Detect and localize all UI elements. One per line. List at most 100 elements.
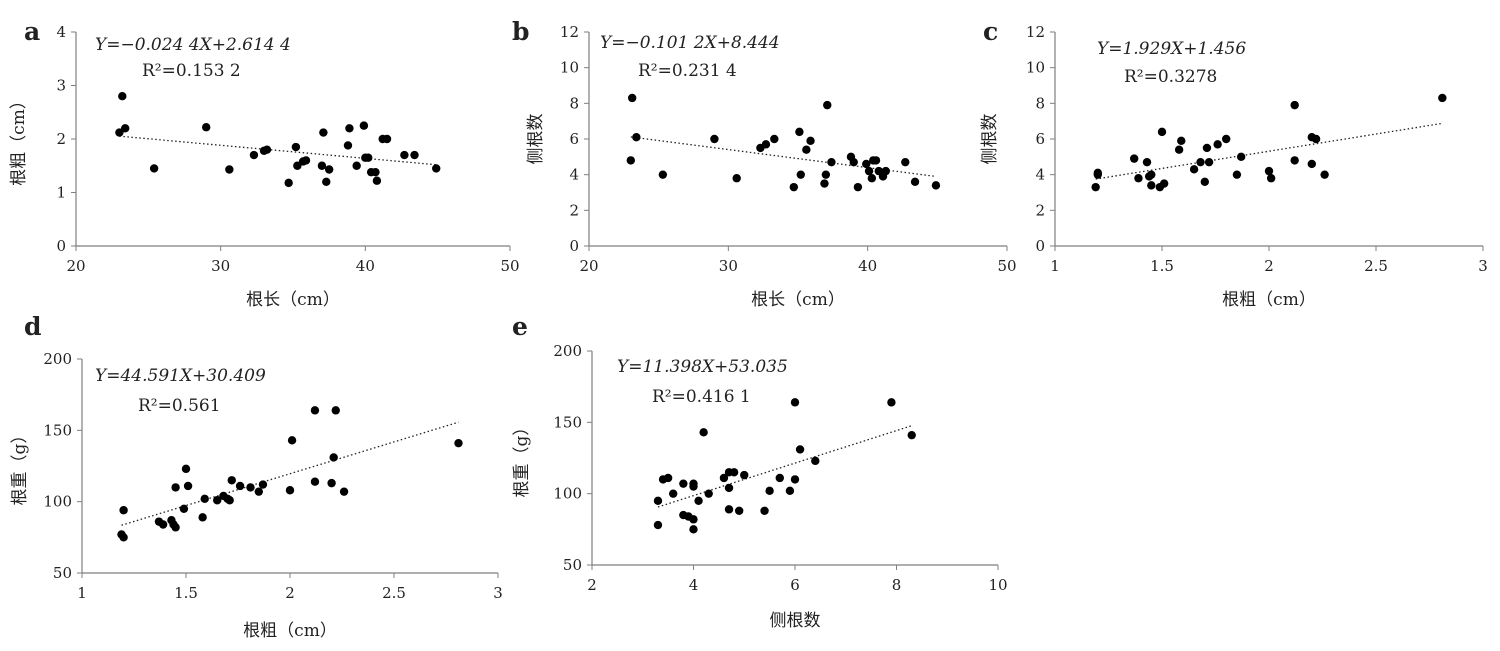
data-point bbox=[317, 161, 327, 170]
y-tick-label: 100 bbox=[553, 485, 582, 503]
data-point bbox=[1091, 182, 1100, 192]
data-point bbox=[1200, 177, 1210, 186]
x-axis-title: 根长（cm） bbox=[246, 290, 340, 310]
y-tick-label: 10 bbox=[560, 59, 579, 77]
r-squared: R²=0.561 bbox=[138, 396, 221, 416]
y-tick-label: 2 bbox=[1035, 201, 1045, 219]
data-point bbox=[1290, 156, 1299, 165]
trendline bbox=[657, 425, 912, 508]
data-point bbox=[853, 182, 863, 192]
y-tick-label: 0 bbox=[56, 237, 66, 255]
panel-c: 1 1.5 2 2.5 3 0 2 4 6 8 10 12 根粗（cm） 侧根数 c Y=1.929X+1.4… bbox=[980, 17, 1488, 310]
data-point bbox=[1232, 170, 1242, 179]
x-tick-label: 2.5 bbox=[382, 584, 406, 602]
data-point bbox=[790, 475, 800, 484]
y-axis-title: 根粗（cm） bbox=[9, 92, 29, 186]
data-point bbox=[249, 150, 259, 160]
data-point bbox=[119, 533, 128, 542]
y-tick-label: 4 bbox=[569, 166, 579, 184]
data-point bbox=[694, 496, 703, 505]
x-tick-label: 4 bbox=[689, 576, 699, 594]
r-squared: R²=0.416 1 bbox=[652, 387, 751, 407]
x-tick-label: 1.5 bbox=[1150, 257, 1174, 275]
y-tick-label: 0 bbox=[1035, 237, 1045, 255]
x-tick-label: 40 bbox=[858, 257, 877, 275]
y-tick-label: 4 bbox=[1035, 166, 1045, 184]
data-point bbox=[372, 176, 382, 185]
data-point bbox=[802, 145, 811, 154]
x-tick-label: 2 bbox=[285, 584, 295, 602]
data-point bbox=[262, 145, 272, 154]
panel-letter: a bbox=[24, 17, 40, 46]
data-point bbox=[862, 159, 871, 169]
x-axis-title: 侧根数 bbox=[770, 611, 821, 631]
data-point bbox=[371, 167, 380, 177]
y-tick-label: 6 bbox=[1035, 130, 1045, 148]
data-point bbox=[400, 150, 409, 160]
data-point bbox=[1264, 166, 1274, 176]
data-point bbox=[867, 174, 877, 183]
data-point bbox=[653, 496, 663, 505]
data-point bbox=[329, 453, 338, 462]
x-tick-label: 2 bbox=[587, 576, 597, 594]
data-point bbox=[1159, 179, 1169, 188]
data-point bbox=[689, 482, 698, 491]
data-point bbox=[724, 483, 734, 493]
data-point bbox=[795, 445, 805, 454]
data-point bbox=[689, 525, 698, 534]
trendline bbox=[119, 135, 437, 166]
y-axis-title: 侧根数 bbox=[980, 114, 1000, 165]
y-tick-label: 2 bbox=[569, 201, 579, 219]
panel-b: 20 30 40 50 0 2 4 6 8 10 12 根长（cm） 侧根数 b Y=−0.101 2X+8… bbox=[512, 17, 1017, 310]
data-point bbox=[171, 483, 180, 492]
data-point bbox=[729, 468, 739, 477]
data-point bbox=[770, 134, 779, 144]
data-point bbox=[785, 486, 795, 496]
data-point bbox=[931, 181, 941, 190]
data-point bbox=[823, 100, 832, 110]
trendline bbox=[1095, 122, 1443, 180]
y-axis-title: 侧根数 bbox=[526, 114, 546, 165]
data-point bbox=[663, 473, 673, 483]
panel-e: 2 4 6 8 10 50 100 150 200 侧根数 根重（g） e Y=11.398X+53.0… bbox=[512, 312, 1008, 631]
data-point bbox=[225, 496, 234, 505]
data-point bbox=[734, 506, 744, 515]
panel-letter: d bbox=[24, 312, 41, 341]
data-point bbox=[1222, 134, 1231, 144]
y-tick-label: 150 bbox=[553, 413, 582, 431]
y-tick-label: 3 bbox=[56, 77, 66, 95]
data-point bbox=[359, 121, 369, 130]
y-axis-title: 根重（g） bbox=[10, 427, 30, 506]
r-squared: R²=0.153 2 bbox=[142, 61, 241, 81]
data-point bbox=[1204, 157, 1214, 167]
data-point bbox=[293, 161, 302, 170]
data-point bbox=[719, 473, 729, 483]
data-point bbox=[198, 513, 207, 522]
data-point bbox=[1157, 127, 1167, 137]
data-point bbox=[689, 515, 698, 524]
data-point bbox=[1147, 170, 1156, 179]
data-point bbox=[724, 505, 734, 514]
x-tick-label: 40 bbox=[356, 257, 375, 275]
data-point bbox=[1236, 152, 1246, 162]
y-tick-label: 150 bbox=[43, 421, 72, 439]
data-point bbox=[1189, 165, 1199, 174]
data-point bbox=[339, 487, 349, 496]
x-tick-label: 8 bbox=[892, 576, 902, 594]
data-point bbox=[699, 428, 708, 437]
data-point bbox=[1093, 170, 1103, 179]
data-point bbox=[795, 127, 804, 137]
y-axis-title: 根重（g） bbox=[512, 419, 532, 498]
data-point bbox=[653, 520, 663, 530]
r-squared: R²=0.231 4 bbox=[638, 61, 737, 81]
data-point bbox=[761, 140, 771, 149]
data-point bbox=[740, 470, 749, 480]
data-point bbox=[254, 487, 263, 496]
y-tick-label: 0 bbox=[569, 237, 579, 255]
y-tick-label: 12 bbox=[1026, 23, 1045, 41]
data-point bbox=[1311, 134, 1321, 144]
y-tick-label: 10 bbox=[1026, 59, 1045, 77]
data-point bbox=[115, 128, 124, 137]
data-point bbox=[310, 406, 320, 415]
trendline bbox=[630, 136, 937, 178]
